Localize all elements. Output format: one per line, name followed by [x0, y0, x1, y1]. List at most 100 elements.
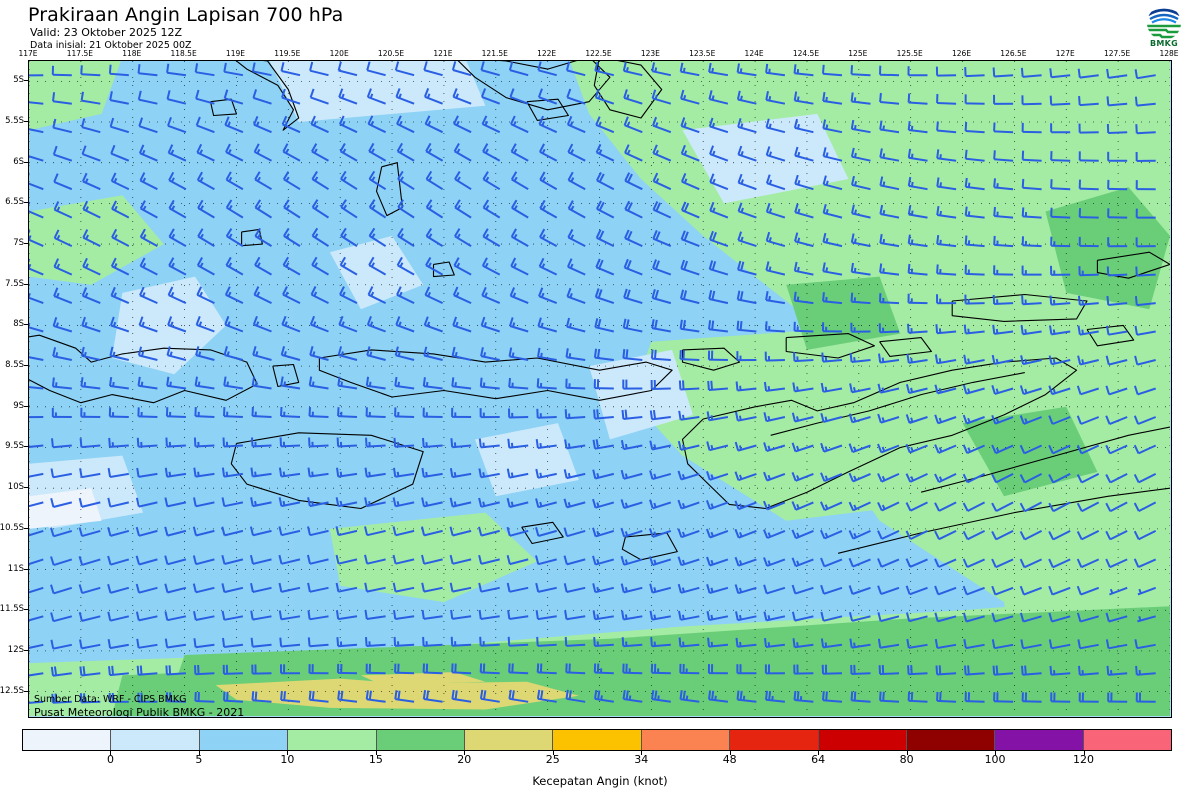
y-axis-tick [24, 446, 28, 448]
colorbar-segment [110, 730, 199, 750]
y-axis-tick-label: 9.5S [5, 441, 24, 452]
colorbar-segment [1082, 730, 1172, 750]
x-axis-tick-label: 118E [122, 49, 142, 58]
y-axis-tick [24, 649, 28, 651]
y-axis-tick-label: 7S [13, 238, 24, 249]
x-axis-tick-label: 126E [952, 49, 972, 58]
colorbar-tick-label: 15 [368, 753, 383, 766]
y-axis-tick-label: 5S [13, 75, 24, 86]
y-axis-tick [24, 283, 28, 285]
x-axis-tick-label: 125E [848, 49, 868, 58]
colorbar-tick [198, 751, 200, 755]
colorbar-tick [1083, 751, 1085, 755]
colorbar-segment [994, 730, 1083, 750]
colorbar-segment [375, 730, 464, 750]
y-axis-tick-label: 12S [7, 644, 24, 655]
x-axis-tick-label: 119E [225, 49, 245, 58]
x-axis-tick-label: 122E [537, 49, 557, 58]
colorbar-tick-label: 48 [722, 753, 737, 766]
y-axis-tick-label: 7.5S [5, 278, 24, 289]
x-axis-tick-label: 127.5E [1104, 49, 1131, 58]
colorbar-tick [552, 751, 554, 755]
colorbar-tick [729, 751, 731, 755]
y-axis-tick-label: 11.5S [0, 604, 24, 615]
colorbar-segment [463, 730, 553, 750]
x-axis-tick-label: 117E [18, 49, 38, 58]
colorbar-title: Kecepatan Angin (knot) [532, 774, 668, 788]
data-source-credit: Sumber Data: WRF - CIPS BMKG [34, 694, 187, 705]
colorbar-segment [552, 730, 641, 750]
colorbar-tick [375, 751, 377, 755]
y-axis-tick [24, 690, 28, 692]
colorbar [22, 729, 1172, 751]
x-axis-tick-label: 124.5E [792, 49, 820, 58]
wind-map-plot[interactable] [28, 60, 1172, 718]
y-axis-tick [24, 405, 28, 407]
colorbar-tick-label: 0 [106, 753, 114, 766]
y-axis-tick-label: 6S [13, 156, 24, 167]
y-axis-tick [24, 80, 28, 82]
colorbar-tick-label: 80 [899, 753, 914, 766]
colorbar-tick [287, 751, 289, 755]
colorbar-tick-label: 25 [545, 753, 560, 766]
colorbar-tick [818, 751, 820, 755]
y-axis-tick [24, 324, 28, 326]
x-axis-tick-label: 121.5E [481, 49, 508, 58]
x-axis-tick-label: 120.5E [377, 49, 405, 58]
x-axis-tick-label: 117.5E [66, 49, 93, 58]
bmkg-logo-label: BMKG [1149, 39, 1179, 48]
x-axis-tick-label: 123E [640, 49, 660, 58]
x-axis-tick-label: 118.5E [170, 49, 197, 58]
colorbar-tick [641, 751, 643, 755]
colorbar-tick-label: 10 [280, 753, 295, 766]
colorbar-segment [729, 730, 818, 750]
x-axis-tick-label: 124E [744, 49, 764, 58]
x-axis-tick-label: 128E [1159, 49, 1179, 58]
y-axis-tick [24, 243, 28, 245]
y-axis-tick [24, 121, 28, 123]
publisher-credit: Pusat Meteorologi Publik BMKG - 2021 [34, 706, 245, 719]
x-axis-tick-label: 120E [329, 49, 349, 58]
y-axis-tick-label: 8S [13, 319, 24, 330]
colorbar-tick [110, 751, 112, 755]
colorbar-tick [464, 751, 466, 755]
colorbar-segment [23, 730, 111, 750]
y-axis-tick [24, 609, 28, 611]
y-axis-tick [24, 568, 28, 570]
x-axis-tick-label: 127E [1055, 49, 1075, 58]
y-axis-tick [24, 527, 28, 529]
y-axis-tick-label: 11S [7, 563, 24, 574]
colorbar-tick-label: 34 [634, 753, 649, 766]
colorbar-segment [817, 730, 906, 750]
y-axis-tick [24, 202, 28, 204]
x-axis-tick-label: 123.5E [689, 49, 716, 58]
y-axis-tick-label: 5.5S [5, 116, 24, 127]
x-axis-tick-label: 119.5E [274, 49, 301, 58]
y-axis-tick-label: 8.5S [5, 360, 24, 371]
y-axis-tick-label: 9S [13, 400, 24, 411]
colorbar-tick-label: 64 [811, 753, 826, 766]
page-title: Prakiraan Angin Lapisan 700 hPa [28, 4, 344, 26]
initial-data-label: Data inisial: 21 Oktober 2025 00Z [30, 40, 192, 51]
x-axis-tick-label: 126.5E [1000, 49, 1027, 58]
colorbar-tick [906, 751, 908, 755]
y-axis-tick-label: 10.5S [0, 522, 24, 533]
colorbar-tick [995, 751, 997, 755]
y-axis-tick-label: 12.5S [0, 685, 24, 696]
colorbar-tick-label: 20 [457, 753, 472, 766]
x-axis-tick-label: 125.5E [896, 49, 923, 58]
y-axis-tick [24, 161, 28, 163]
colorbar-tick-label: 100 [984, 753, 1006, 766]
colorbar-segment [198, 730, 288, 750]
y-axis-tick-label: 6.5S [5, 197, 24, 208]
colorbar-segment [287, 730, 376, 750]
colorbar-segment [640, 730, 730, 750]
x-axis-tick-label: 121E [433, 49, 453, 58]
y-axis-tick-label: 10S [7, 482, 24, 493]
colorbar-segment [905, 730, 995, 750]
x-axis-tick-label: 122.5E [585, 49, 612, 58]
y-axis-tick [24, 487, 28, 489]
valid-time-label: Valid: 23 Oktober 2025 12Z [30, 26, 183, 39]
bmkg-logo-icon [1142, 2, 1186, 50]
